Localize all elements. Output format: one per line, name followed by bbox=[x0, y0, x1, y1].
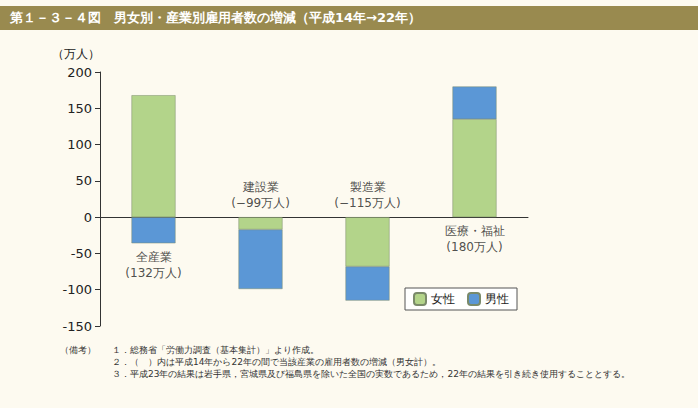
svg-text:50: 50 bbox=[75, 173, 92, 188]
svg-text:(−115万人): (−115万人) bbox=[334, 196, 400, 210]
svg-text:200: 200 bbox=[67, 65, 92, 80]
svg-text:女性: 女性 bbox=[431, 292, 455, 306]
svg-text:医療・福祉: 医療・福祉 bbox=[445, 224, 505, 238]
svg-text:全産業: 全産業 bbox=[136, 250, 172, 264]
svg-text:-150: -150 bbox=[62, 319, 92, 334]
svg-text:（万人）: （万人） bbox=[52, 47, 100, 61]
html-text:３．平成23年の結果は岩手県，宮城県及び福島県を除いた全国の: ３．平成23年の結果は岩手県，宮城県及び福島県を除いた全国の実数であるため，22… bbox=[112, 369, 630, 379]
svg-text:-100: -100 bbox=[62, 282, 92, 297]
svg-text:-50: -50 bbox=[71, 246, 92, 261]
svg-text:150: 150 bbox=[67, 101, 92, 116]
html-text:（備考）: （備考） bbox=[60, 345, 96, 355]
svg-text:(132万人): (132万人) bbox=[125, 266, 181, 280]
html-text:２．（ ）内は平成14年から22年の間で当該産業の雇用者数の: ２．（ ）内は平成14年から22年の間で当該産業の雇用者数の増減（男女計）。 bbox=[112, 357, 441, 367]
svg-text:男性: 男性 bbox=[485, 292, 509, 306]
svg-text:100: 100 bbox=[67, 137, 92, 152]
html-text:１．総務省「労働力調査（基本集計）」より作成。: １．総務省「労働力調査（基本集計）」より作成。 bbox=[112, 345, 319, 355]
svg-text:製造業: 製造業 bbox=[350, 180, 386, 194]
svg-text:0: 0 bbox=[84, 210, 92, 225]
svg-text:建設業: 建設業 bbox=[242, 180, 279, 194]
html-text:第１－３－４図 男女別・産業別雇用者数の増減（平成14年→2: 第１－３－４図 男女別・産業別雇用者数の増減（平成14年→22年） bbox=[10, 10, 422, 25]
svg-text:(−99万人): (−99万人) bbox=[231, 196, 290, 210]
svg-text:(180万人): (180万人) bbox=[446, 240, 502, 254]
